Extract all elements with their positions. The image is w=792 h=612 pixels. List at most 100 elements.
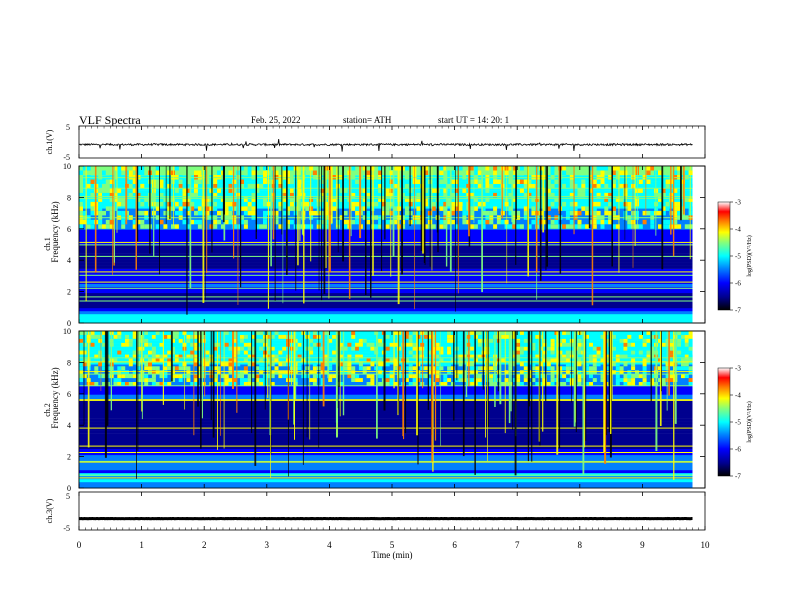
ch2-spectrogram-cell	[228, 358, 233, 363]
ch2-spectrogram-cell	[232, 346, 237, 351]
ch1-spectrogram-sferic	[165, 166, 167, 224]
ch2-spectrogram-cell	[324, 370, 329, 375]
ch1-spectrogram-cell	[140, 170, 145, 175]
x-tick-label: 10	[701, 540, 711, 550]
ch1-spectrogram-cell	[661, 224, 666, 229]
ch1-spectrogram-cell	[604, 192, 609, 198]
ch1-spectrogram-cell	[286, 188, 290, 193]
ch2-spectrogram-cell	[550, 342, 555, 347]
ch1-spectrogram-cell	[489, 219, 494, 225]
ch2-spectrogram-sferic	[432, 331, 434, 472]
ch1-spectrogram-cell	[627, 206, 632, 211]
ch1-spectrogram-cell	[527, 179, 532, 184]
ch1-spectrogram-cell	[178, 210, 183, 216]
ch2-spectrogram-cell	[220, 374, 225, 379]
ch1-spectrogram-cell	[454, 179, 459, 184]
ch2-spectrogram-cell	[512, 331, 517, 335]
ch2-spectrogram-cell	[163, 366, 168, 371]
ch1-spectrogram-cell	[404, 179, 409, 184]
ch1-spectrogram-cell	[684, 197, 689, 202]
ch2-spectrogram-tone-line	[79, 385, 693, 387]
ch2-spectrogram-cell	[516, 350, 521, 355]
ch2-spectrogram-cell	[113, 358, 118, 363]
ch1-spectrogram-cell	[604, 166, 609, 171]
ch1-spectrogram-cell	[263, 166, 267, 171]
ch2-spectrogram-sferic	[223, 331, 225, 449]
ch1-spectrogram-cell	[512, 210, 517, 216]
ch2-spectrogram-cell	[194, 382, 198, 386]
ch1-spectrogram-cell	[289, 188, 294, 193]
ch1-spectrogram-cell	[404, 166, 409, 171]
ch1-spectrogram-cell	[519, 224, 524, 229]
ch1-spectrogram-cell	[182, 201, 187, 207]
ch1-spectrogram-sferic	[625, 166, 627, 221]
ch2-spectrogram-sferic	[514, 331, 517, 476]
ch1-spectrogram-cell	[182, 197, 187, 202]
ch2-spectrogram-cell	[577, 382, 582, 386]
ch1-spectrogram-cell	[105, 170, 110, 175]
ch1-spectrogram-cell	[385, 206, 390, 211]
ch1-spectrogram-cell	[247, 210, 252, 216]
ch2-spectrogram-cell	[155, 331, 160, 335]
ch1-spectrogram-cell	[86, 224, 91, 229]
ch2-spectrogram-cell	[408, 346, 413, 351]
ch2-spectrogram-cell	[631, 346, 636, 351]
ch2-spectrogram-cell	[155, 358, 160, 363]
ch1-spectrogram-cell	[527, 201, 532, 207]
ch2-spectrogram-cell	[351, 334, 356, 339]
ch2-spectrogram-cell	[98, 374, 103, 379]
ch1-spectrogram-cell	[658, 170, 662, 175]
ch2-spectrogram-cell	[550, 350, 555, 355]
ch2-spectrogram-cell	[565, 366, 570, 371]
ch2-spectrogram-tone-line	[79, 452, 693, 453]
ch1-spectrogram-sferic	[295, 166, 297, 291]
ch2-spectrogram-sferic	[204, 331, 206, 397]
ch1-spectrogram-cell	[121, 197, 126, 202]
ch2-spectrogram-cell	[600, 334, 605, 339]
ch2-spectrogram-cell	[389, 350, 394, 355]
ch1-spectrogram-cell	[577, 210, 582, 216]
ch1-spectrogram-cell	[554, 219, 559, 225]
ch1-spectrogram-sferic	[632, 166, 634, 268]
ch1-spectrogram-sferic	[611, 166, 613, 267]
ch2-spectrogram-sferic	[264, 331, 266, 410]
ch1-waveform-ylabel: ch.1(V)	[45, 129, 54, 154]
ch1-spectrogram-cell	[677, 210, 682, 216]
ch1-spectrogram-cell	[462, 210, 467, 216]
ch2-spectrogram-cell	[378, 362, 383, 367]
ch2-spectrogram-cell	[113, 350, 118, 355]
ch1-spectrogram-cell	[493, 179, 498, 184]
ch1-spectrogram-cell	[589, 188, 593, 193]
ch2-spectrogram-cell	[412, 342, 417, 347]
ch1-spectrogram-cell	[389, 170, 394, 175]
ch2-spectrogram-cell	[546, 350, 551, 355]
ch1-spectrogram-cell	[393, 197, 398, 202]
ch2-spectrogram-cell	[642, 378, 647, 382]
ch2-spectrogram-cell	[546, 354, 551, 359]
ch1-spectrogram-cell	[531, 206, 536, 211]
ch1-spectrogram-cell	[278, 201, 283, 207]
ch1-spectrogram-cell	[439, 166, 444, 171]
ch1-spectrogram-cell	[573, 224, 578, 229]
ch1-spectrogram-cell	[228, 201, 233, 207]
ch2-spectrogram-cell	[343, 366, 348, 371]
ch2-spectrogram-cell	[500, 331, 505, 335]
ch1-spectrogram-cell	[550, 192, 555, 198]
ch2-spectrogram-cell	[512, 354, 517, 359]
ch2-spectrogram-cell	[412, 382, 417, 386]
ch2-spectrogram-cell	[159, 331, 164, 335]
ch1-spectrogram-cell	[550, 170, 555, 175]
ch1-spectrogram-band	[79, 313, 693, 318]
ch1-spectrogram-cell	[128, 183, 133, 189]
ch2-spectrogram-cell	[217, 382, 221, 386]
ch1-spectrogram-ytick-label: 6	[67, 225, 71, 234]
ch2-spectrogram-cell	[385, 334, 390, 339]
ch2-spectrogram-sferic	[232, 331, 234, 389]
ch2-spectrogram-cell	[688, 354, 693, 359]
ch1-spectrogram-cell	[343, 224, 348, 229]
ch2-spectrogram-cell	[136, 378, 141, 382]
ch2-spectrogram-cell	[194, 331, 198, 335]
ch2-spectrogram-cell	[278, 370, 283, 375]
ch2-spectrogram-cell	[519, 350, 524, 355]
ch2-spectrogram-cell	[393, 382, 398, 386]
